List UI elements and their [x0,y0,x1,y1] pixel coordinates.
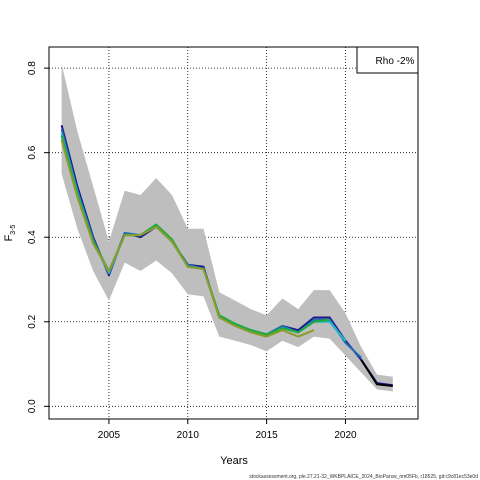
y-tick-label: 0.0 [27,399,38,413]
series-line-2 [360,359,393,387]
confidence-band [61,63,393,392]
series-line-6 [60,139,315,338]
x-axis-title: Years [220,455,248,467]
y-tick-label: 0.6 [27,145,38,159]
series-lines [60,124,393,387]
legend-frame [356,46,419,74]
x-tick-label: 2015 [255,430,278,441]
y-axis-title-main: F [3,234,15,241]
y-axis: 0.0 0.2 0.4 0.6 0.8 [27,61,49,413]
x-tick-label: 2010 [177,430,200,441]
legend-box: Rho -2% [356,46,419,74]
legend-label: Rho -2% [376,56,415,67]
x-tick-label: 2005 [98,430,121,441]
y-axis-title: F3-5 [3,224,17,241]
plot-frame [48,46,419,420]
x-axis: 2005 2010 2015 2020 [98,419,357,441]
y-tick-label: 0.4 [27,230,38,244]
y-axis-title-subscript: 3-5 [10,224,17,234]
y-tick-label: 0.8 [27,61,38,75]
y-tick-label: 0.2 [27,314,38,328]
footer-note: stockassessment.org, ple.27.21-32_WKBPLA… [249,474,478,480]
x-tick-label: 2020 [334,430,357,441]
